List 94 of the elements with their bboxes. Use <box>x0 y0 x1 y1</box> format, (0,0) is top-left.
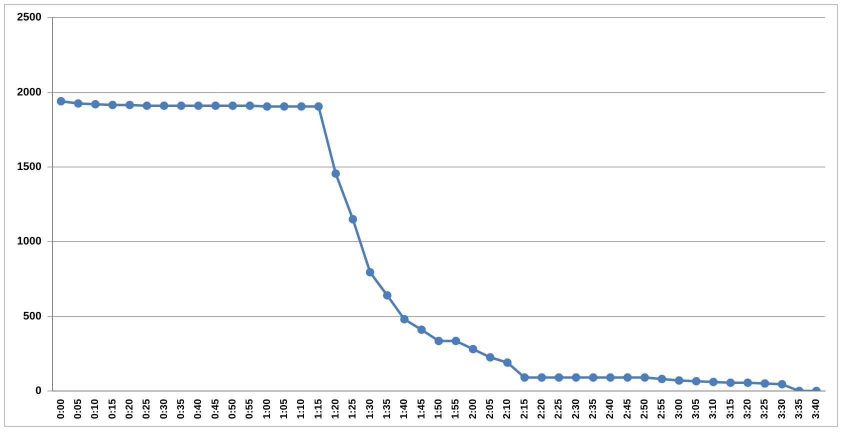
x-tick-label: 1:35 <box>382 398 393 419</box>
point <box>692 377 700 386</box>
x-tick-label: 0:15 <box>107 398 118 419</box>
x-tick-label: 1:05 <box>278 398 290 419</box>
x-tick-label: 0:40 <box>193 398 204 419</box>
point <box>486 353 494 362</box>
point <box>211 101 220 110</box>
x-tick-label: 0:00 <box>56 398 67 419</box>
point <box>56 96 66 106</box>
point <box>297 102 306 111</box>
point <box>348 214 358 224</box>
point <box>417 326 426 334</box>
point <box>554 373 564 382</box>
point <box>658 374 666 384</box>
x-tick-label: 1:30 <box>364 398 376 419</box>
x-tick-label: 1:25 <box>348 398 359 419</box>
point <box>726 378 735 388</box>
x-tick-label: 0:20 <box>124 398 136 419</box>
x-tick-label: 1:50 <box>433 398 444 419</box>
x-tick-label: 1:20 <box>330 398 342 419</box>
point <box>674 376 684 385</box>
x-tick-label: 1:15 <box>313 398 324 419</box>
x-tick-label: 0:30 <box>158 398 170 419</box>
x-tick-label: 3:15 <box>725 398 736 419</box>
x-tick-label: 2:15 <box>519 398 530 419</box>
x-tick-label: 2:25 <box>554 398 565 419</box>
y-tick-label: 500 <box>23 310 42 322</box>
point <box>434 336 443 346</box>
point <box>503 358 512 367</box>
x-tick-label: 1:55 <box>450 398 462 419</box>
x-tick-label: 3:05 <box>690 398 702 419</box>
point <box>452 336 460 346</box>
x-tick-label: 2:10 <box>502 398 514 419</box>
x-tick-label: 3:40 <box>811 398 822 419</box>
x-tick-label: 1:10 <box>296 398 308 419</box>
x-tick-label: 0:45 <box>210 398 222 419</box>
x-tick-label: 0:25 <box>142 398 153 419</box>
x-tick-label: 3:00 <box>674 398 685 419</box>
point <box>314 102 323 111</box>
point <box>537 373 546 382</box>
x-tick-label: 3:25 <box>760 398 771 419</box>
point <box>194 101 203 110</box>
point <box>280 102 288 111</box>
point <box>606 373 615 382</box>
x-tick-label: 3:35 <box>794 398 805 419</box>
x-tick-label: 2:55 <box>656 398 668 419</box>
point <box>468 344 478 354</box>
x-tick-label: 2:00 <box>468 398 479 419</box>
point <box>400 315 409 324</box>
point <box>778 380 786 389</box>
point <box>640 373 649 382</box>
point <box>91 100 100 108</box>
x-tick-label: 0:35 <box>176 398 187 419</box>
point <box>262 102 272 111</box>
point <box>572 373 580 382</box>
point <box>760 379 770 388</box>
x-tick-label: 1:40 <box>399 398 410 419</box>
x-tick-label: 1:45 <box>416 398 428 419</box>
point <box>228 101 237 110</box>
x-tick-label: 0:55 <box>244 398 256 419</box>
point <box>125 100 134 110</box>
x-tick-label: 2:40 <box>605 398 616 419</box>
y-tick-label: 0 <box>35 385 42 398</box>
point <box>176 101 186 110</box>
x-tick-label: 1:00 <box>262 398 273 419</box>
y-tick-label: 2500 <box>16 12 42 24</box>
point <box>588 373 598 382</box>
point <box>709 378 718 386</box>
x-tick-label: 0:05 <box>72 398 84 419</box>
x-tick-label: 3:20 <box>742 398 754 419</box>
x-tick-label: 2:35 <box>588 398 599 419</box>
point <box>142 101 152 110</box>
x-tick-label: 2:50 <box>639 398 650 419</box>
point <box>246 101 254 110</box>
point <box>74 99 82 108</box>
x-tick-label: 3:10 <box>708 398 720 419</box>
y-tick-label: 2000 <box>16 86 42 98</box>
x-tick-label: 3:30 <box>776 398 788 419</box>
point <box>331 169 340 178</box>
x-tick-label: 0:10 <box>90 398 102 419</box>
x-tick-label: 0:50 <box>227 398 238 419</box>
x-tick-label: 2:30 <box>570 398 582 419</box>
point <box>160 101 168 110</box>
point <box>366 268 374 276</box>
y-tick-label: 1500 <box>16 160 42 173</box>
x-tick-label: 2:45 <box>622 398 634 419</box>
x-tick-label: 2:20 <box>536 398 548 419</box>
point <box>743 378 752 388</box>
point <box>108 100 117 110</box>
point <box>623 373 632 382</box>
x-tick-label: 2:05 <box>484 398 496 419</box>
point <box>382 291 392 300</box>
point <box>520 373 529 382</box>
y-tick-label: 1000 <box>16 236 42 248</box>
